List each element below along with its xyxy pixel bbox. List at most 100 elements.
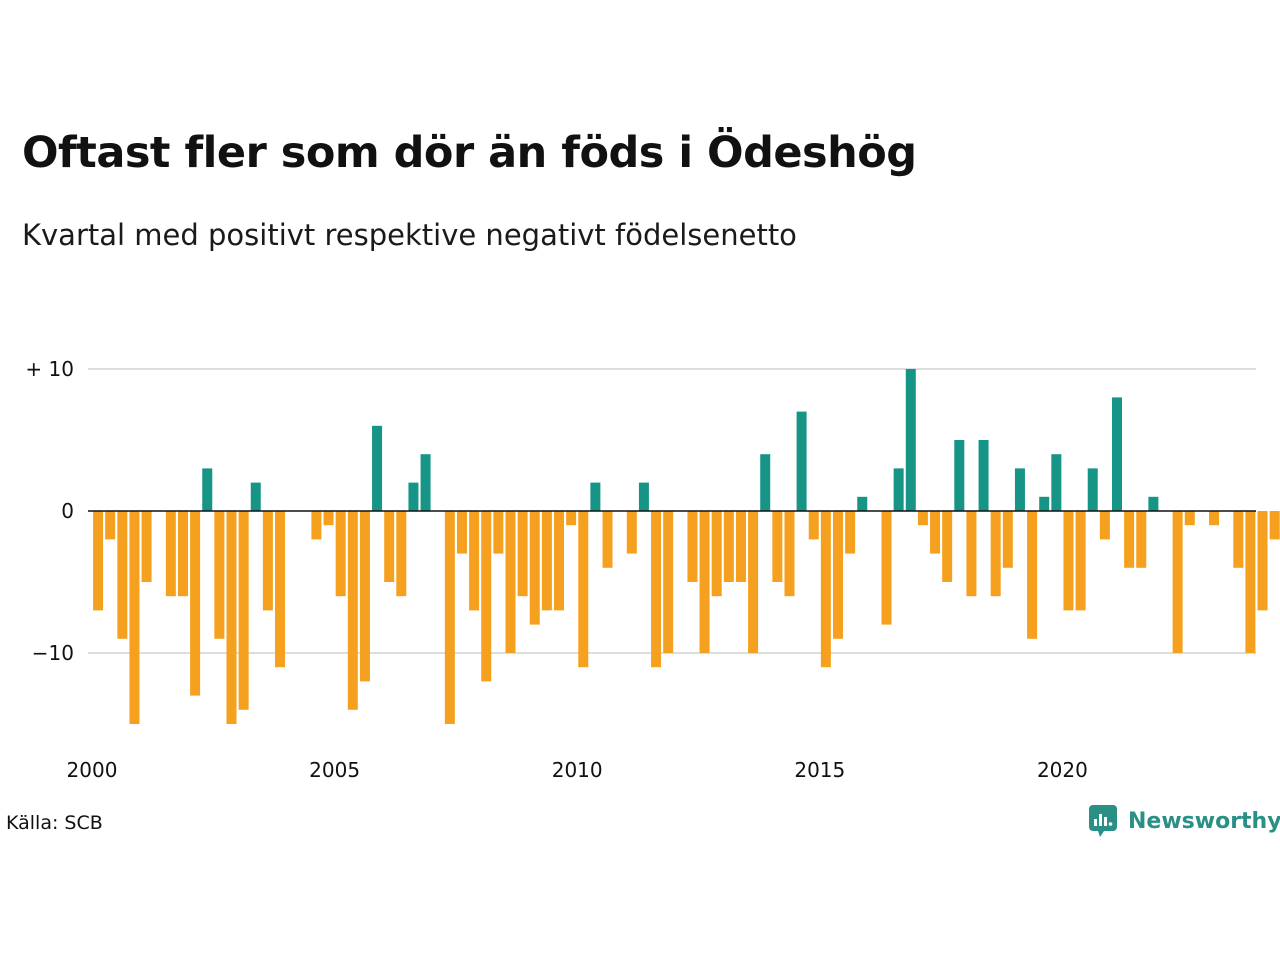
bar-negative — [541, 511, 552, 611]
bar-negative — [735, 511, 746, 582]
bar-negative — [275, 511, 286, 668]
bar-negative — [1209, 511, 1220, 526]
bar-negative — [687, 511, 698, 582]
bar-negative — [772, 511, 783, 582]
bar-negative — [226, 511, 237, 724]
bar-positive — [893, 468, 904, 511]
bar-positive — [1148, 496, 1159, 511]
bar-negative — [517, 511, 528, 597]
chart-title: Oftast fler som dör än föds i Ödeshög — [22, 128, 917, 178]
bar-negative — [784, 511, 795, 597]
bar-negative — [262, 511, 273, 611]
bar-negative — [93, 511, 104, 611]
bar-negative — [990, 511, 1001, 597]
bar-negative — [651, 511, 662, 668]
bar-positive — [1039, 496, 1050, 511]
bar-negative — [456, 511, 467, 554]
bar-negative — [359, 511, 370, 682]
brand-name: Newsworthy — [1128, 808, 1280, 834]
chart-subtitle: Kvartal med positivt respektive negativt… — [22, 218, 797, 252]
bar-positive — [250, 482, 261, 511]
bar-negative — [529, 511, 540, 625]
bar-negative — [833, 511, 843, 639]
bar-negative — [481, 511, 492, 682]
bar-negative — [469, 511, 480, 611]
bar-negative — [1245, 511, 1256, 653]
axes: + 10 0 −10 2000 2005 2010 2015 2020 — [25, 357, 1256, 782]
bar-positive — [638, 482, 649, 511]
bar-negative — [335, 511, 346, 597]
bar-negative — [566, 511, 577, 526]
bar-negative — [930, 511, 941, 554]
newsworthy-logo-icon — [1089, 805, 1117, 837]
bar-negative — [129, 511, 140, 724]
bar-negative — [554, 511, 565, 611]
bar-negative — [396, 511, 407, 597]
bar-positive — [857, 496, 868, 511]
bar-negative — [1099, 511, 1110, 540]
bar-negative — [177, 511, 188, 597]
bar-positive — [590, 482, 601, 511]
bar-negative — [942, 511, 953, 582]
bars — [93, 369, 1280, 724]
bar-negative — [1257, 511, 1268, 611]
bar-negative — [1184, 511, 1195, 526]
bar-negative — [165, 511, 176, 597]
bar-negative — [808, 511, 819, 540]
bar-negative — [1172, 511, 1183, 653]
bar-positive — [905, 369, 916, 511]
bar-negative — [117, 511, 128, 639]
bar-negative — [578, 511, 589, 668]
bar-negative — [311, 511, 322, 540]
bar-negative — [505, 511, 516, 653]
bar-negative — [238, 511, 249, 710]
bar-negative — [663, 511, 674, 653]
bar-negative — [493, 511, 504, 554]
bar-positive — [978, 440, 989, 511]
bar-negative — [881, 511, 892, 625]
bar-negative — [1124, 511, 1135, 568]
bar-negative — [1063, 511, 1074, 611]
bar-negative — [723, 511, 734, 582]
bar-negative — [444, 511, 455, 724]
bar-positive — [954, 440, 965, 511]
bar-negative — [966, 511, 977, 597]
bar-negative — [141, 511, 152, 582]
x-tick-label: 2015 — [794, 758, 845, 782]
x-tick-label: 2005 — [309, 758, 360, 782]
brand-logo[interactable]: Newsworthy — [1088, 804, 1280, 838]
bar-negative — [1269, 511, 1280, 540]
bar-negative — [748, 511, 759, 653]
y-tick-label: −10 — [32, 641, 74, 665]
bar-negative — [214, 511, 225, 639]
bar-negative — [602, 511, 613, 568]
bar-negative — [711, 511, 722, 597]
bar-negative — [384, 511, 395, 582]
bar-negative — [845, 511, 856, 554]
y-tick-label: 0 — [61, 499, 74, 523]
bar-negative — [323, 511, 334, 526]
bar-negative — [1075, 511, 1086, 611]
bar-negative — [699, 511, 710, 653]
bar-positive — [202, 468, 213, 511]
bar-negative — [105, 511, 116, 540]
bar-negative — [917, 511, 928, 526]
bar-negative — [1233, 511, 1244, 568]
bar-positive — [420, 454, 431, 511]
bar-negative — [626, 511, 637, 554]
source-note: Källa: SCB — [6, 812, 103, 834]
bar-positive — [1111, 397, 1122, 511]
bar-negative — [820, 511, 831, 668]
x-tick-label: 2020 — [1037, 758, 1088, 782]
y-tick-label: + 10 — [25, 357, 74, 381]
bar-positive — [796, 411, 807, 511]
x-tick-label: 2010 — [552, 758, 603, 782]
bar-negative — [1027, 511, 1038, 639]
bar-positive — [408, 482, 419, 511]
bar-positive — [1087, 468, 1098, 511]
bar-negative — [347, 511, 358, 710]
bar-positive — [760, 454, 771, 511]
bar-positive — [1014, 468, 1025, 511]
bar-positive — [1051, 454, 1062, 511]
